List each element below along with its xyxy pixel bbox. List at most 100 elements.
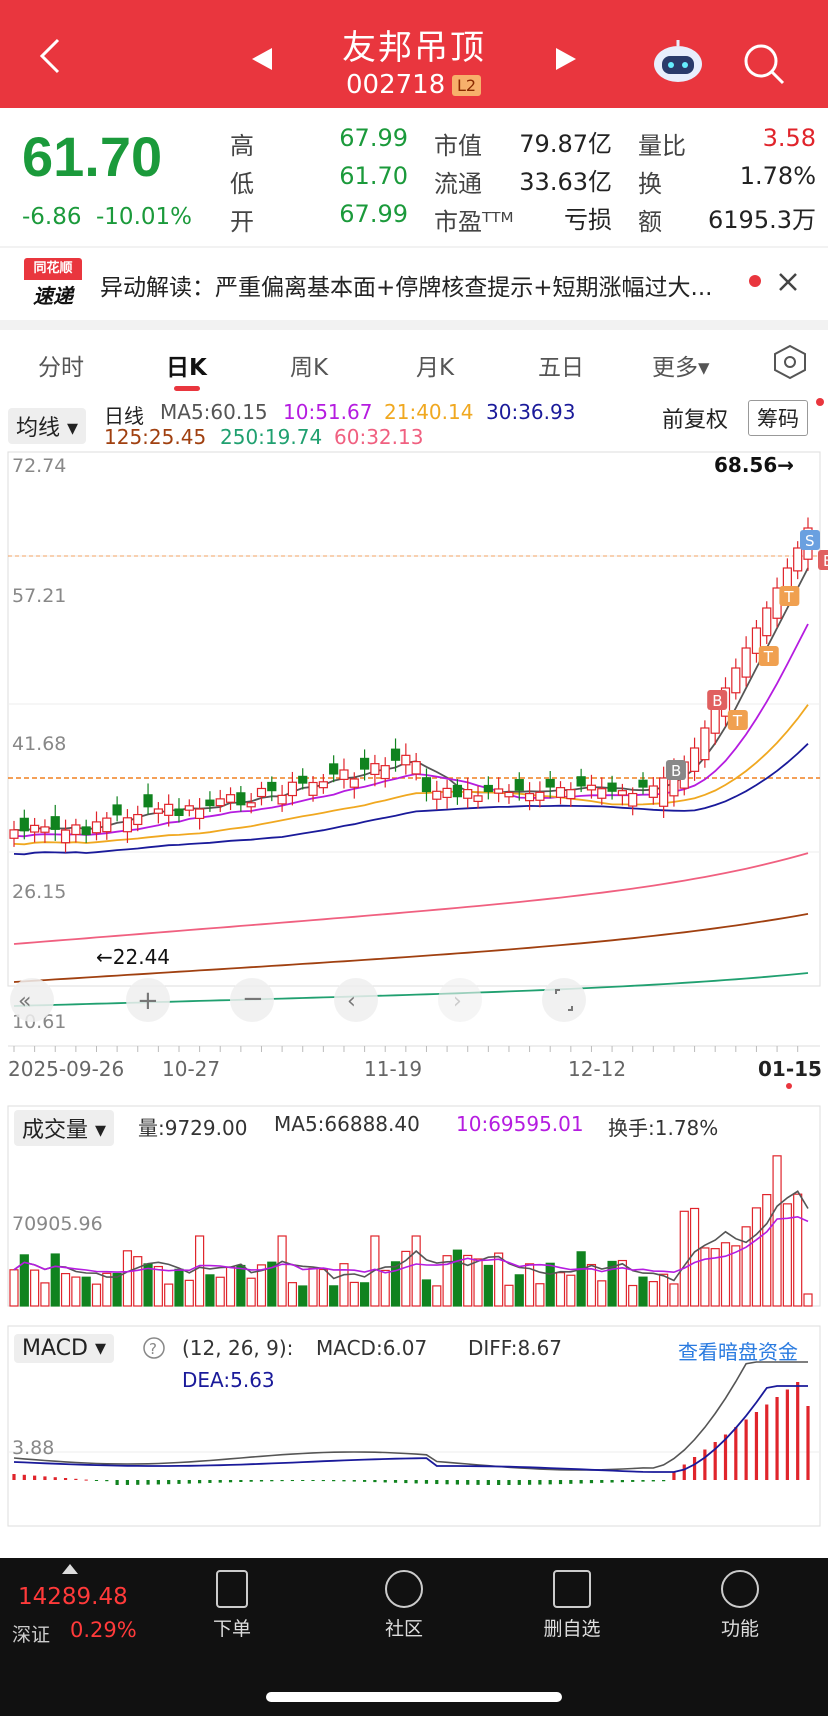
- back-arrow-icon[interactable]: [38, 36, 62, 86]
- ma-indicator-dropdown[interactable]: 均线 ▾: [8, 408, 87, 444]
- value-high: 67.99: [339, 124, 408, 152]
- tab-monthly-k[interactable]: 月K: [416, 355, 455, 381]
- volume-bar: [215, 1276, 225, 1307]
- volume-bar: [793, 1193, 803, 1307]
- news-text[interactable]: 异动解读：严重偏离基本面+停牌核查提示+短期涨幅过大...: [100, 275, 713, 301]
- volume-bar: [236, 1264, 246, 1307]
- macd-bar: [796, 1382, 800, 1480]
- macd-bar: [156, 1480, 160, 1485]
- tab-five-day[interactable]: 五日: [538, 355, 584, 381]
- remove-watchlist-button[interactable]: 删自选: [512, 1570, 632, 1641]
- legend-ma5: MA5:60.15: [160, 400, 268, 424]
- macd-bar: [507, 1480, 511, 1485]
- news-logo-top: 同花顺: [24, 258, 82, 280]
- volume-bar: [287, 1282, 298, 1307]
- macd-bar: [569, 1480, 573, 1484]
- macd-bar: [414, 1480, 418, 1484]
- volume-bar: [390, 1261, 401, 1307]
- volume-bar: [442, 1255, 452, 1307]
- value-amount: 6195.3万: [708, 206, 816, 234]
- volume-bar: [9, 1269, 19, 1307]
- chips-button[interactable]: 筹码: [748, 400, 808, 436]
- volume-bar: [555, 1272, 566, 1307]
- macd-bar: [373, 1480, 377, 1483]
- settings-hex-icon[interactable]: [772, 344, 808, 384]
- volume-bar: [524, 1263, 535, 1307]
- macd-indicator-dropdown[interactable]: MACD ▾: [14, 1334, 114, 1363]
- candle-body: [597, 788, 607, 799]
- search-icon[interactable]: [742, 42, 786, 90]
- candle-body: [648, 785, 658, 798]
- volume-bar: [339, 1263, 349, 1307]
- news-ticker[interactable]: 同花顺 速递 异动解读：严重偏离基本面+停牌核查提示+短期涨幅过大...: [0, 248, 828, 320]
- label-market-cap: 市值: [434, 132, 482, 160]
- candle-body: [267, 781, 277, 792]
- candle-body: [91, 821, 102, 834]
- scroll-left-icon: [334, 978, 378, 1022]
- right-triangle-icon[interactable]: [554, 46, 578, 79]
- macd-bar: [311, 1480, 315, 1482]
- volume-bar: [81, 1276, 91, 1307]
- volume-bar: [648, 1281, 658, 1307]
- macd-bar: [476, 1480, 480, 1485]
- help-icon[interactable]: ?: [142, 1336, 166, 1364]
- left-triangle-icon[interactable]: [250, 46, 274, 79]
- volume-ma10-line: [13, 1215, 809, 1274]
- trade-marker-label: B: [671, 762, 681, 780]
- ma-lines: [13, 567, 809, 1007]
- macd-bar: [280, 1480, 284, 1482]
- robot-icon[interactable]: [652, 38, 704, 88]
- community-button[interactable]: 社区: [344, 1570, 464, 1641]
- macd-bar: [662, 1480, 666, 1482]
- function-menu-icon: [721, 1570, 759, 1608]
- macd-bar: [362, 1480, 367, 1482]
- macd-bar: [631, 1480, 635, 1482]
- index-value[interactable]: 14289.48: [18, 1584, 128, 1610]
- tab-more[interactable]: 更多▾: [652, 355, 710, 381]
- candle-body: [576, 776, 586, 787]
- candle-body: [793, 547, 803, 572]
- volume-bar: [174, 1268, 184, 1307]
- legend-ma21: 21:40.14: [384, 400, 474, 424]
- volume-y-label: 70905.96: [12, 1213, 103, 1235]
- tab-daily-k[interactable]: 日K: [166, 355, 207, 381]
- expand-up-icon[interactable]: [62, 1564, 78, 1574]
- macd-bar: [352, 1480, 356, 1482]
- svg-text:?: ?: [149, 1340, 157, 1358]
- volume-bar: [122, 1250, 133, 1307]
- tab-weekly-k[interactable]: 周K: [290, 355, 329, 381]
- tab-intraday[interactable]: 分时: [38, 355, 84, 381]
- macd-bar: [53, 1477, 57, 1480]
- candle-body: [401, 754, 411, 766]
- volume-bar: [432, 1285, 442, 1307]
- y-label: 72.74: [12, 455, 66, 477]
- volume-bar: [246, 1277, 256, 1307]
- volume-bar: [545, 1262, 555, 1307]
- function-button[interactable]: 功能: [680, 1570, 800, 1641]
- volume-bar: [60, 1272, 71, 1307]
- volume-bar: [576, 1251, 586, 1307]
- candle-body: [452, 784, 463, 798]
- close-icon[interactable]: [778, 272, 798, 296]
- macd-bar: [270, 1480, 274, 1482]
- dark-pool-link[interactable]: 查看暗盘资金: [678, 1340, 798, 1364]
- stock-code: 002718: [346, 70, 446, 100]
- candle-body: [566, 789, 576, 800]
- app-header: 友邦吊顶 002718 L2: [0, 0, 828, 108]
- x-ticks: [13, 1046, 799, 1052]
- remove-watchlist-icon: [553, 1570, 591, 1608]
- chart-svg: BBTTTSB 72.74 57.21 41.68 26.15 10.61 68…: [7, 451, 828, 1527]
- value-volume-ratio: 3.58: [762, 124, 816, 152]
- volume-bar: [638, 1276, 648, 1307]
- order-button[interactable]: 下单: [172, 1570, 292, 1641]
- value-open: 67.99: [339, 200, 408, 228]
- value-low: 61.70: [339, 162, 408, 190]
- adjust-mode[interactable]: 前复权: [662, 408, 729, 433]
- candle-body: [659, 777, 669, 807]
- volume-indicator-dropdown[interactable]: 成交量 ▾: [14, 1110, 115, 1146]
- trade-marker: [818, 550, 828, 570]
- volume-bar: [514, 1274, 524, 1307]
- macd-bar: [84, 1479, 88, 1481]
- macd-bar: [404, 1480, 408, 1484]
- scroll-left-glyph: ‹: [347, 989, 356, 1014]
